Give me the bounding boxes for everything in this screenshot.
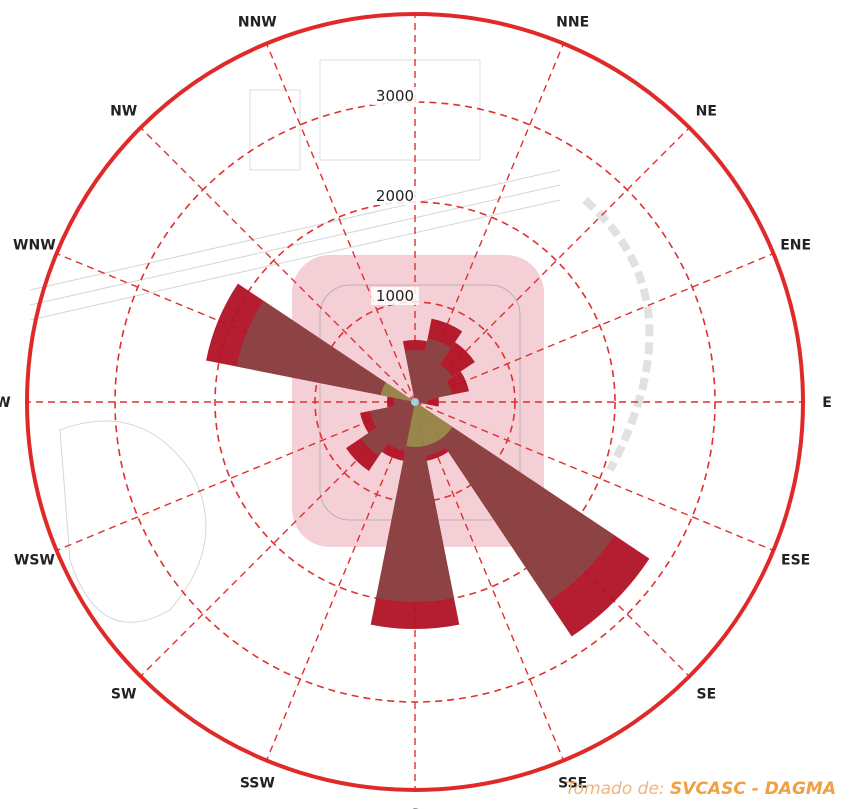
credit-source: SVCASC - DAGMA: [670, 779, 836, 799]
petal-inner-se: [415, 402, 453, 440]
petal-middle-w: [394, 397, 415, 407]
direction-label-wsw: WSW: [14, 553, 55, 569]
wind-petals: [206, 283, 650, 637]
direction-label-se: SE: [696, 686, 716, 702]
petal-middle-wnw: [236, 300, 415, 402]
grid-spoke: [56, 401, 416, 552]
ring-label-2000: 2000: [376, 187, 414, 205]
direction-label-e: E: [822, 395, 832, 411]
ring-labels: 1000 2000 3000: [371, 87, 419, 305]
petal-middle-ssw: [387, 402, 415, 452]
direction-label-nne: NNE: [556, 14, 589, 30]
ring-label-1000: 1000: [376, 287, 414, 305]
road-lines: [29, 169, 561, 321]
direction-label-s: S: [410, 807, 420, 809]
ring-label-3000: 3000: [376, 87, 414, 105]
grid-spoke: [414, 401, 565, 761]
ring-label-bg: [371, 87, 419, 105]
grid-spoke: [265, 401, 416, 761]
grid-spoke: [414, 252, 774, 403]
credit-prefix: Tomado de:: [565, 779, 665, 799]
direction-label-ene: ENE: [780, 237, 811, 253]
petal-middle-se: [415, 402, 615, 602]
petal-middle-s: [375, 402, 455, 602]
direction-label-nw: NW: [110, 104, 137, 120]
petal-middle-wsw: [369, 402, 415, 428]
direction-label-nnw: NNW: [238, 14, 277, 30]
petal-inner-sse: [415, 402, 441, 447]
park-outline: [59, 420, 207, 623]
grid-spoke: [140, 127, 416, 403]
direction-label-ne: NE: [696, 104, 717, 120]
grid-spoke: [414, 401, 774, 552]
grid-spoke: [265, 43, 416, 403]
petal-middle-ne: [415, 364, 453, 402]
petal-middle-nne: [415, 338, 452, 402]
direction-label-sw: SW: [111, 686, 137, 702]
direction-label-ese: ESE: [781, 553, 810, 569]
petal-middle-n: [404, 350, 426, 402]
petal-middle-ene: [415, 380, 453, 402]
outer-circle: [25, 12, 805, 792]
building-arc: [582, 196, 654, 472]
center-marker: [411, 398, 419, 406]
petal-middle-e: [415, 399, 429, 405]
direction-label-w: W: [0, 395, 11, 411]
ring-label-bg: [371, 187, 419, 205]
direction-label-sse: SSE: [558, 776, 587, 792]
petal-inner-wnw: [380, 382, 415, 402]
direction-labels: NNNENEENEEESESESSESSSWSWWSWWWNWNWNNW: [0, 14, 832, 809]
direction-label-ssw: SSW: [240, 776, 275, 792]
direction-label-wnw: WNW: [13, 237, 56, 253]
ring-label-bg: [371, 287, 419, 305]
petal-inner-s: [406, 402, 424, 447]
petal-middle-sw: [360, 402, 415, 457]
block-outlines: [249, 59, 481, 171]
source-credit: Tomado de: SVCASC - DAGMA: [565, 779, 836, 799]
